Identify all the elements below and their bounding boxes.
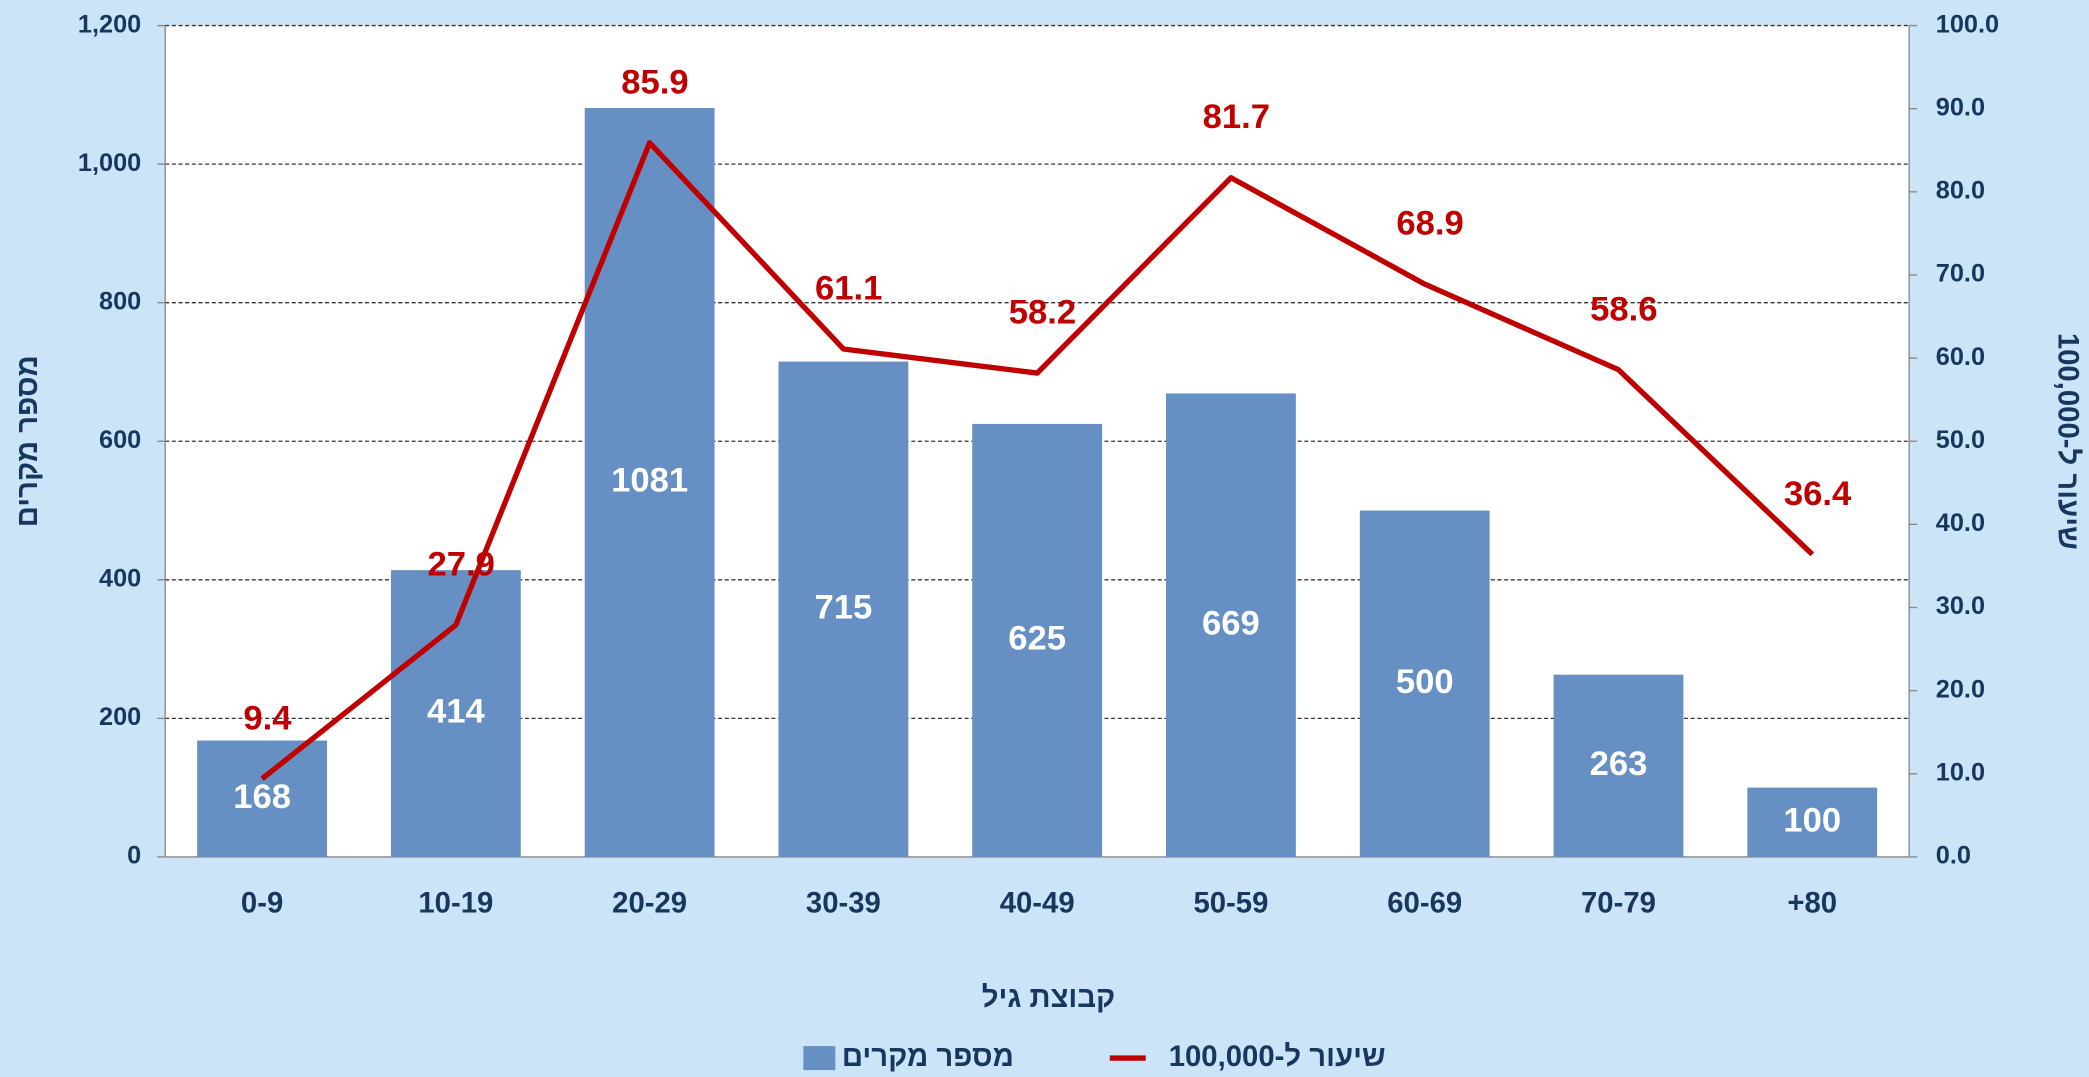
- x-tick-label: 20-29: [612, 887, 687, 920]
- x-tick-label: 70-79: [1581, 887, 1656, 920]
- y2-tick-label: 70.0: [1936, 260, 1985, 288]
- bar: [197, 740, 328, 857]
- line-value-label: 61.1: [815, 269, 882, 307]
- x-tick-label: 50-59: [1193, 887, 1268, 920]
- y2-tick-label: 20.0: [1936, 675, 1985, 703]
- bar: [584, 108, 715, 857]
- line-value-label: 58.2: [1009, 294, 1076, 332]
- y2-tick-label: 100.0: [1936, 10, 1999, 38]
- line-value-label: 9.4: [243, 699, 292, 737]
- y-tick-label: 200: [99, 703, 141, 731]
- y-tick-label: 0: [127, 842, 141, 870]
- y2-axis-title: שיעור ל-100,000: [2052, 333, 2085, 550]
- y-tick-label: 1,200: [78, 10, 141, 38]
- x-axis-title: קבוצת גיל: [982, 981, 1115, 1014]
- legend-label: מספר מקרים: [842, 1040, 1014, 1073]
- line-value-label: 81.7: [1203, 98, 1270, 136]
- x-tick-label: +80: [1787, 887, 1837, 920]
- line-value-label: 27.9: [427, 545, 494, 583]
- y2-tick-label: 60.0: [1936, 343, 1985, 371]
- y-tick-label: 1,000: [78, 149, 141, 177]
- bar-value-label: 669: [1202, 604, 1260, 642]
- bar-value-label: 1081: [611, 462, 688, 500]
- line-value-label: 85.9: [621, 63, 688, 101]
- x-tick-label: 10-19: [418, 887, 493, 920]
- y2-tick-label: 80.0: [1936, 177, 1985, 205]
- line: [260, 140, 1815, 781]
- line-value-label: 58.6: [1590, 290, 1657, 328]
- y2-tick-label: 0.0: [1936, 842, 1971, 870]
- y-tick-label: 600: [99, 426, 141, 454]
- bar-value-label: 625: [1008, 620, 1066, 658]
- y-tick-label: 800: [99, 287, 141, 315]
- bar-value-label: 414: [427, 693, 486, 731]
- x-tick-label: 30-39: [806, 887, 881, 920]
- x-tick-label: 60-69: [1387, 887, 1462, 920]
- legend-label: שיעור ל-100,000: [1169, 1040, 1386, 1073]
- bar: [778, 361, 909, 857]
- y2-tick-label: 10.0: [1936, 758, 1985, 786]
- bar: [1747, 787, 1878, 857]
- y2-tick-label: 30.0: [1936, 592, 1985, 620]
- line-value-label: 68.9: [1396, 205, 1463, 243]
- bar-value-label: 715: [815, 588, 873, 626]
- y2-tick-label: 40.0: [1936, 509, 1985, 537]
- y-tick-label: 400: [99, 564, 141, 592]
- y2-tick-label: 90.0: [1936, 93, 1985, 121]
- bar: [1359, 510, 1490, 857]
- line-value-label: 36.4: [1784, 475, 1852, 513]
- x-tick-label: 0-9: [241, 887, 283, 920]
- bar-value-label: 263: [1590, 745, 1648, 783]
- bar: [972, 423, 1103, 857]
- bar-value-label: 100: [1783, 801, 1841, 839]
- x-tick-label: 40-49: [1000, 887, 1075, 920]
- bar: [1553, 674, 1684, 857]
- bar-value-label: 168: [233, 778, 291, 816]
- y2-tick-label: 50.0: [1936, 426, 1985, 454]
- bar-value-label: 500: [1396, 663, 1454, 701]
- bar: [1166, 393, 1296, 857]
- y-axis-title: מספר מקרים: [11, 355, 44, 527]
- legend-swatch: [803, 1046, 836, 1071]
